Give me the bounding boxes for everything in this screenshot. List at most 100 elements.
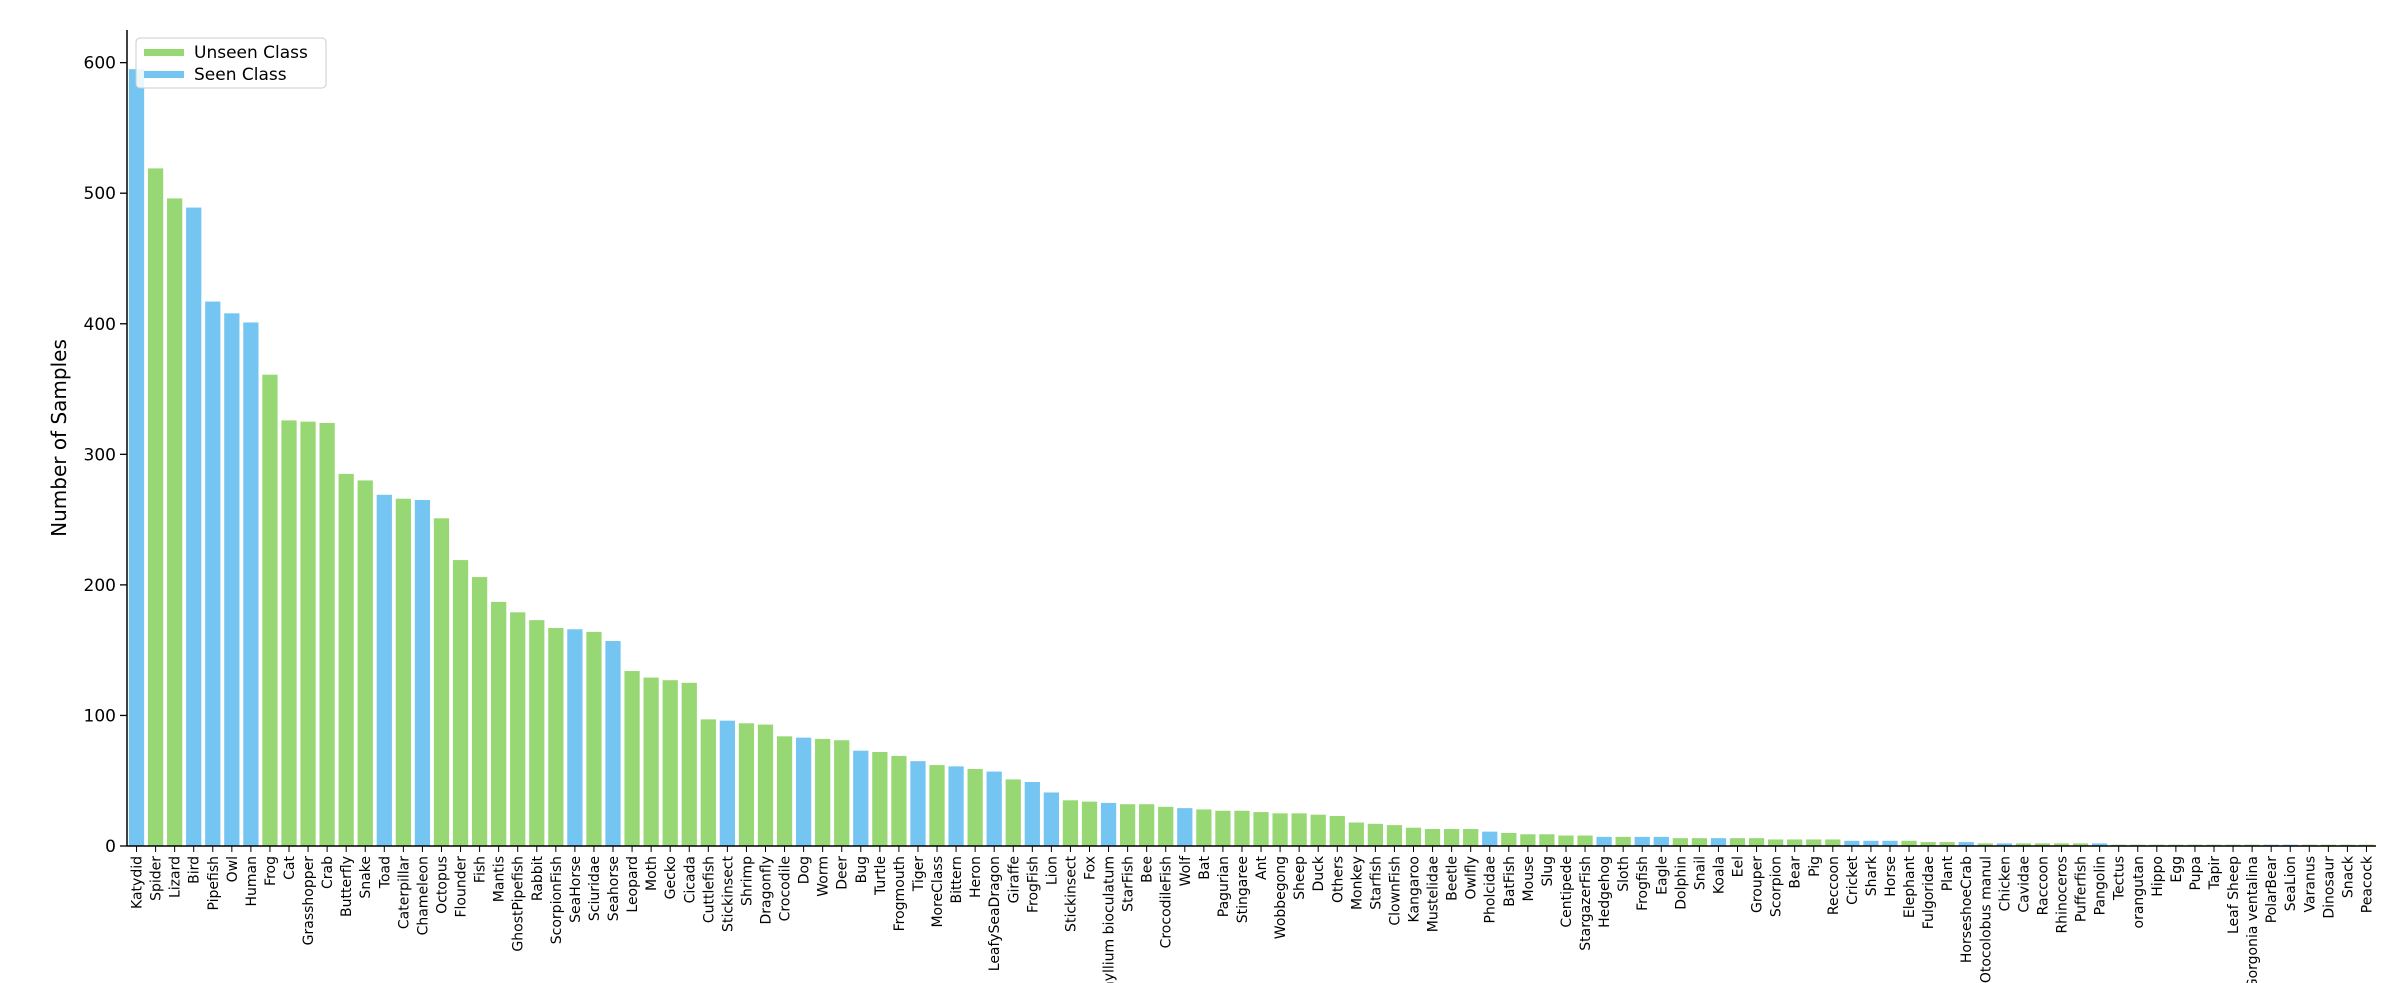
x-tick-label: Gecko [663,856,679,899]
x-tick-label: FrogFish [1025,856,1041,913]
bar [338,473,354,846]
bar [2053,843,2070,846]
bar [1882,840,1898,846]
x-tick-label: Horse [1883,856,1899,897]
x-tick-label: StargazerFish [1578,856,1594,951]
x-tick-label: Starfish [1368,856,1384,910]
bar [1558,835,1574,846]
bar [1577,835,1593,846]
bar [681,682,697,846]
x-tick-label: Koala [1711,856,1727,894]
bar [1348,822,1364,846]
bar [2015,843,2032,846]
bar [719,720,735,846]
bar [662,680,678,846]
x-tick-label: CrocodileFish [1159,856,1175,948]
x-tick-label: Lizard [168,856,184,898]
x-tick-label: Dolphin [1673,856,1689,910]
y-tick-label: 600 [84,54,116,74]
bar [1748,838,1765,846]
bar [1024,782,1040,846]
bar [757,724,774,846]
bar [1329,815,1345,846]
bar [414,500,431,846]
bar [795,737,812,846]
x-tick-label: Duck [1311,855,1327,891]
bar [1081,801,1098,846]
x-tick-label: Stingaree [1235,856,1251,923]
bar [1920,842,1936,846]
x-tick-label: Fox [1082,856,1098,880]
x-tick-label: Cricket [1845,856,1861,905]
x-tick-label: Wolf [1178,855,1194,886]
x-tick-label: Giraffe [1006,856,1022,903]
x-tick-label: Chicken [1997,856,2013,911]
bar [1386,825,1403,846]
x-tick-label: Bug [854,856,870,883]
legend-label: Unseen Class [194,43,308,63]
bar [452,560,469,846]
x-tick-label: Snail [1692,856,1708,890]
x-tick-label: Pholcidae [1483,856,1499,923]
x-tick-label: Sciuridae [587,856,603,921]
legend-label: Seen Class [194,65,287,85]
x-tick-label: Grasshopper [301,856,317,946]
bar [1691,838,1708,846]
x-tick-label: Mantis [492,856,508,902]
x-tick-label: Pagurian [1216,856,1232,917]
bar [281,420,297,846]
bar [548,627,564,846]
y-tick-label: 500 [84,184,116,204]
x-tick-label: Gorgonia ventalina [2245,856,2261,983]
bar [357,480,373,846]
bar [262,374,278,846]
x-tick-label: Shark [1864,855,1880,896]
x-tick-label: Bat [1197,856,1213,880]
x-tick-label: Frog [263,856,279,886]
bar [586,631,602,846]
bar [1367,823,1384,846]
bar [1291,813,1307,846]
x-tick-label: Cicada [682,856,698,903]
y-tick-label: 100 [84,706,116,726]
x-tick-label: Rhinoceros [2055,856,2071,934]
x-tick-label: Flounder [454,856,470,918]
bar [433,518,450,846]
x-tick-label: Katydid [130,856,146,909]
x-tick-label: Pupa [2188,856,2204,891]
y-tick-label: 200 [84,576,116,596]
bar [300,421,316,846]
x-tick-label: Caterpillar [396,856,412,929]
bar [1043,792,1060,846]
x-tick-label: Bittern [949,856,965,903]
bar [1482,831,1498,846]
x-tick-label: Ant [1254,856,1270,880]
x-tick-label: Hippo [2150,856,2166,897]
bar [891,755,907,846]
x-tick-label: GhostPipefish [511,856,527,952]
y-axis-label: Number of Samples [47,339,71,537]
bar [872,751,888,846]
x-tick-label: Pufferfish [2074,856,2090,922]
x-tick-label: Fish [473,856,489,883]
x-tick-label: Eagle [1654,856,1670,895]
x-tick-label: Grouper [1750,856,1766,913]
bar [1977,843,1993,846]
x-tick-label: Leaf Sheep [2226,856,2242,934]
x-tick-label: Moth [644,856,660,891]
x-tick-label: Fulgoridae [1921,856,1937,929]
x-tick-label: Owl [225,856,241,882]
bar [643,677,659,846]
x-tick-label: Varanus [2302,856,2318,912]
x-tick-label: PolarBear [2264,856,2280,924]
bar [2072,843,2089,846]
x-tick-label: Tectus [2112,856,2128,901]
x-tick-label: Otocolobus manul [1978,856,1994,983]
x-tick-label: Deer [835,856,851,890]
x-tick-label: Hedgehog [1597,856,1613,928]
bar [1062,800,1079,846]
bar [128,69,145,847]
bar [1310,814,1326,846]
